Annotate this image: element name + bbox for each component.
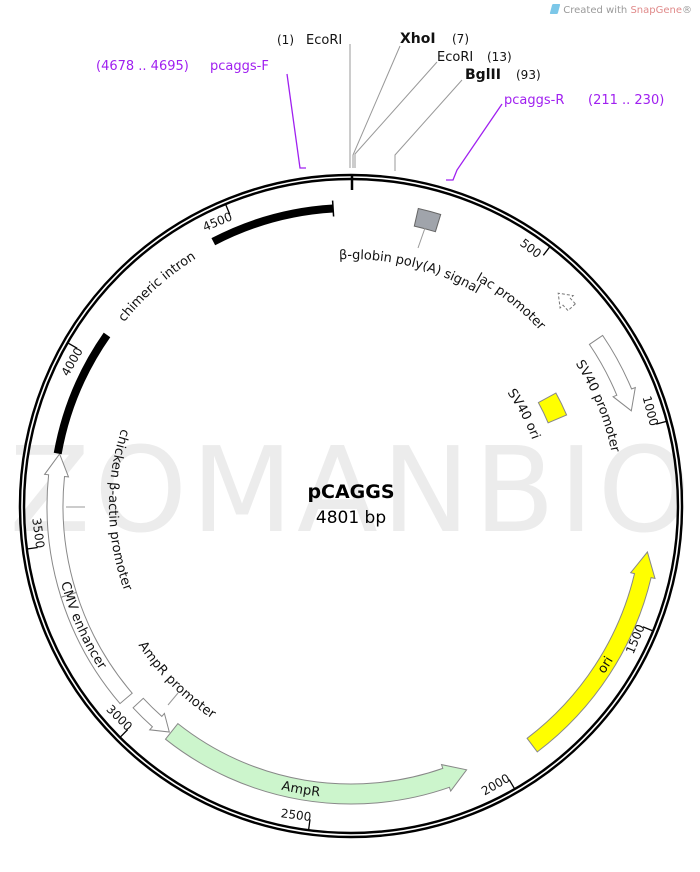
tick-4500 [225, 204, 231, 215]
feature-lac-promoter[interactable] [557, 292, 577, 312]
intron-end-bar [331, 200, 335, 217]
feature-ori[interactable] [526, 550, 656, 753]
tick-1000 [656, 420, 667, 425]
site-xhoi-pos: (7) [452, 32, 469, 46]
site-xhoi[interactable]: XhoI [400, 31, 436, 47]
site-leader-bglii [394, 79, 463, 171]
tick-3000 [120, 729, 129, 738]
site-leader-xhoi [352, 45, 401, 168]
primer-f-marker [286, 73, 306, 169]
tick-3500 [27, 546, 38, 550]
tick-2000 [508, 779, 515, 789]
site-ecori-1[interactable]: EcoRI [306, 33, 342, 48]
features [43, 200, 656, 805]
label-bglobin: β-globin poly(A) signal [339, 247, 483, 296]
primer-r-marker [446, 103, 503, 181]
amprp-leader [167, 692, 179, 706]
site-ecori-13-pos: (13) [487, 50, 512, 64]
label-intron: chimeric intron [115, 249, 198, 325]
site-leader-ecori-13 [354, 61, 438, 168]
tick-1500 [642, 626, 653, 632]
primer-r-label[interactable]: pcaggs-R [504, 93, 564, 108]
watermark: ZOMANBIO [9, 421, 694, 559]
plasmid-length: 4801 bp [316, 508, 386, 528]
plasmid-name: pCAGGS [307, 481, 394, 503]
label-ampr: AmpR [280, 778, 321, 800]
tick-4000 [68, 342, 78, 349]
tick-500 [542, 246, 550, 256]
snapgene-credit: Created with SnapGene® [549, 4, 692, 16]
feature-sv40-ori[interactable] [537, 392, 568, 424]
site-bglii[interactable]: BglII [465, 67, 501, 83]
polyA-leader [417, 227, 426, 249]
feature-sv40-promoter[interactable] [588, 334, 636, 412]
tick-label-3500: 3500 [29, 517, 47, 549]
feature-bglobin-polyA[interactable] [413, 207, 442, 233]
feature-cba-promoter[interactable] [43, 452, 77, 598]
primer-r-range: (211 .. 230) [588, 93, 664, 108]
site-bglii-pos: (93) [516, 68, 541, 82]
tick-2500 [308, 819, 311, 830]
tick-label-2500: 2500 [280, 806, 312, 824]
feature-ampr[interactable] [164, 722, 468, 805]
site-ecori-1-pos: (1) [277, 33, 294, 47]
primer-f-range: (4678 .. 4695) [96, 59, 189, 74]
feature-chimeric-intron-2[interactable] [211, 204, 334, 246]
primer-f-label[interactable]: pcaggs-F [210, 59, 269, 74]
feature-ampr-promoter[interactable] [132, 697, 170, 733]
label-lac: lac promoter [474, 270, 549, 333]
label-cmv: CMV enhancer [58, 580, 110, 673]
site-ecori-13[interactable]: EcoRI [437, 50, 473, 65]
feature-chimeric-intron-1[interactable] [53, 332, 111, 455]
